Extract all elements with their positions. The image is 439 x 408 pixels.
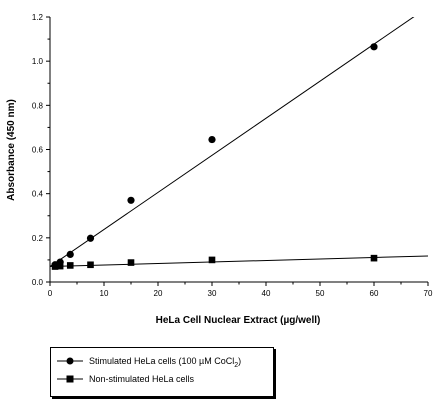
legend-square-marker [57,375,83,383]
y-tick-label: 0.2 [32,234,44,243]
data-point-non-stimulated [56,262,64,270]
x-axis-title: HeLa Cell Nuclear Extract (µg/well) [156,315,321,326]
x-tick-label: 40 [262,289,271,298]
data-points [51,43,378,270]
y-tick-label: 0.0 [32,278,44,287]
y-axis-title: Absorbance (450 nm) [6,99,17,201]
y-tick-label: 0.8 [32,101,44,110]
x-tick-label: 20 [154,289,163,298]
data-point-non-stimulated [208,256,216,264]
fit-line-non-stimulated [50,255,428,268]
data-point-stimulated [86,234,95,242]
data-point-stimulated [66,250,74,258]
x-tick-label: 30 [208,289,217,298]
x-tick-label: 60 [370,289,379,298]
legend-label-non-stimulated: Non-stimulated HeLa cells [89,374,195,384]
data-point-stimulated [370,43,378,51]
data-point-non-stimulated [127,259,135,266]
y-tick-label: 0.6 [32,146,44,155]
legend-label-stimulated: Stimulated HeLa cells (100 µM CoCl2) [89,356,242,369]
y-tick-label: 0.4 [32,190,44,199]
x-tick-label: 70 [424,289,433,298]
data-point-non-stimulated [370,254,378,262]
data-point-non-stimulated [51,263,59,270]
data-point-non-stimulated [87,261,94,269]
y-tick-label: 1.0 [32,57,44,66]
legend: Stimulated HeLa cells (100 µM CoCl2) Non… [50,347,274,397]
y-tick-label: 1.2 [32,13,44,22]
x-tick-label: 10 [100,289,109,298]
legend-item-stimulated: Stimulated HeLa cells (100 µM CoCl2) [57,354,242,369]
data-point-stimulated [127,196,135,204]
data-point-non-stimulated [66,262,74,269]
data-point-stimulated [208,135,216,144]
x-tick-label: 0 [48,289,53,298]
fit-lines [50,17,428,268]
legend-item-non-stimulated: Non-stimulated HeLa cells [57,372,194,386]
fit-line-stimulated [50,17,415,267]
legend-circle-marker [57,357,83,365]
x-tick-label: 50 [316,289,325,298]
axes: 0 10 20 30 40 50 60 70 0.0 0.2 0.4 0.6 0.8 1.0 1.2 [32,13,433,298]
